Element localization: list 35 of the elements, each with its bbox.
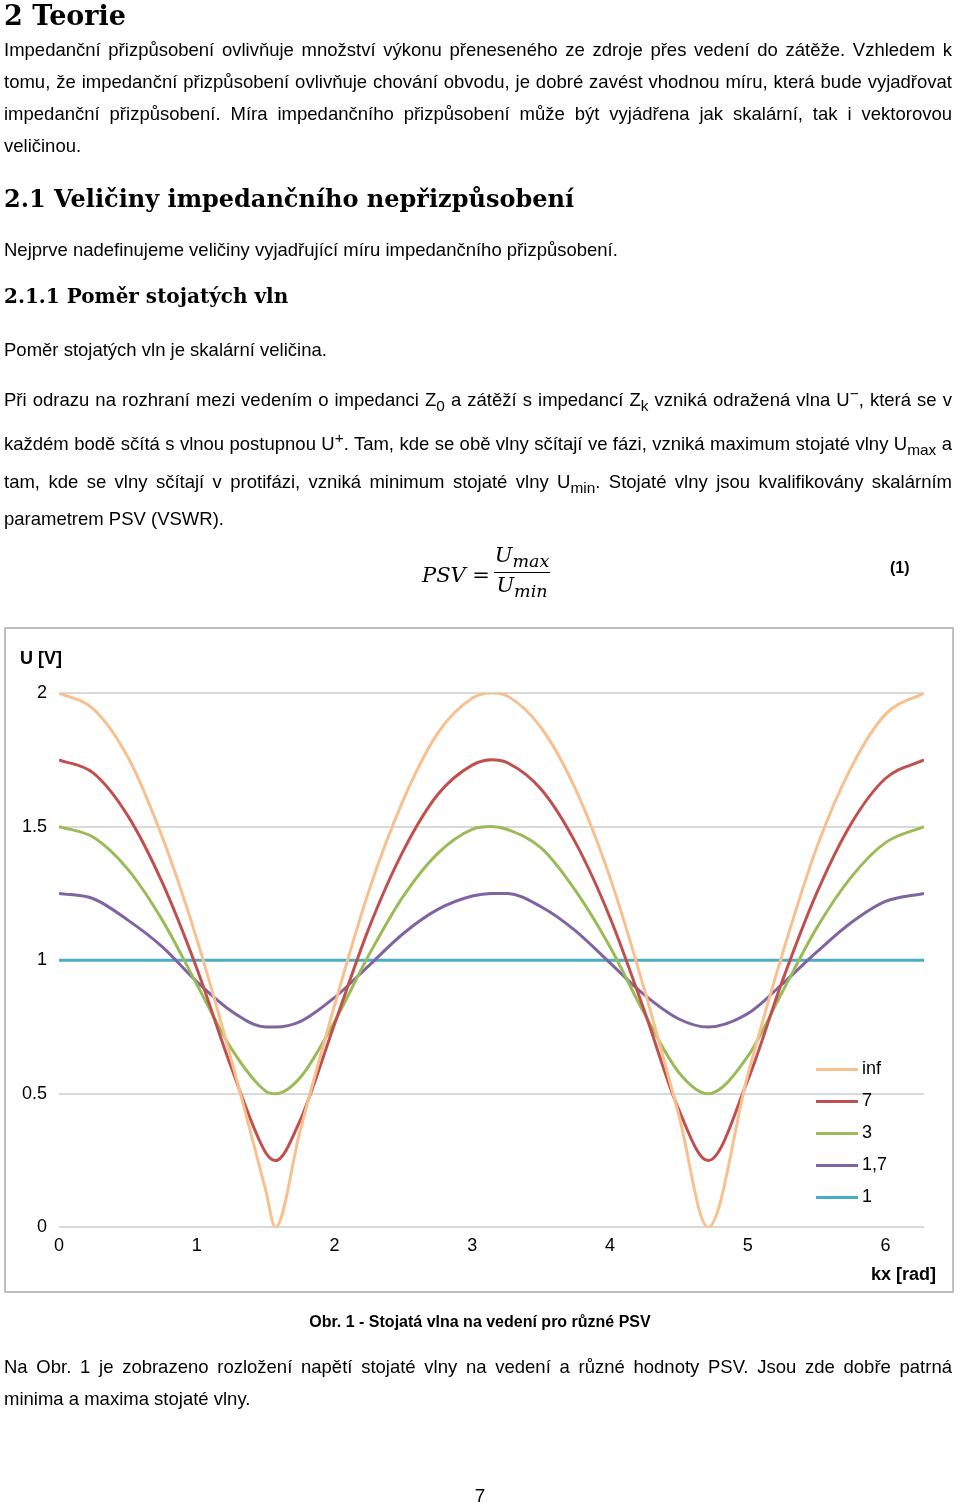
legend-label: 1,7 — [862, 1154, 888, 1175]
text: Impedanční přizpůsobení ovlivňuje množství výkonu přeneseného ze zdroje přes vedení do zátěže. Vzhledem k tomu, že impedanční přizpůsobení ovlivňuje chování obvodu, je dobré zavést vhodnou míru, která bude vyjadřovat impedanční přizpůsobení. Míra impedančního přizpůsobení může být vyjádřena jak skalární, tak i vektorovou veličinou. — [4, 38, 952, 158]
y-axis-title: U [V] — [20, 648, 62, 669]
text: 7 — [473, 1485, 487, 1502]
y-tick-label: 0.5 — [21, 1083, 48, 1104]
line-series — [59, 693, 924, 1228]
x-tick-label: 6 — [880, 1235, 891, 1256]
text: Obr. 1 - Stojatá vlna na vedení pro různé PSV — [308, 1313, 652, 1332]
text: U$_{min}$ — [495, 572, 549, 601]
x-tick-label: 2 — [329, 1235, 340, 1256]
x-tick-label: 0 — [54, 1235, 65, 1256]
x-tick-label: 1 — [191, 1235, 202, 1256]
text: Při odrazu na rozhraní mezi vedením o impedanci Z$_{0}$ a zátěží s impedancí Z$_{k}$ vzniká odražená vlna U$^{−}$, která se v každém bodě sčítá s vlnou postupnou U$^{+}$. Tam, kde se obě vlny sčítají ve fázi, vzniká maximum stojaté vlny U$_{max}$ a tam, kde se vlny sčítají v protifázi, vzniká minimum stojaté vlny U$_{min}$. Stojaté vlny jsou kvalifikovány skalárním parametrem PSV (VSWR). — [4, 385, 952, 530]
line-series — [59, 892, 924, 1029]
text: PSV = — [422, 563, 490, 588]
text: (1) — [890, 559, 910, 578]
text: 2.1.1 Poměr stojatých vln — [4, 284, 290, 310]
y-tick-label: 1 — [37, 949, 48, 970]
legend-label: 1 — [862, 1186, 873, 1207]
x-tick-label: 5 — [742, 1235, 753, 1256]
x-tick-label: 3 — [467, 1235, 478, 1256]
text: Nejprve nadefinujeme veličiny vyjadřující míru impedančního přizpůsobení. — [4, 238, 619, 262]
x-tick-label: 4 — [604, 1235, 615, 1256]
y-tick-label: 0 — [37, 1216, 48, 1237]
legend-label: 7 — [862, 1090, 873, 1111]
text: Poměr stojatých vln je skalární veličina. — [4, 338, 328, 362]
legend-label: 3 — [862, 1122, 873, 1143]
text: 2.1 Veličiny impedančního nepřizpůsobení — [4, 184, 576, 215]
text: Na Obr. 1 je zobrazeno rozložení napětí stojaté vlny na vedení a různé hodnoty PSV. Jsou zde dobře patrná minima a maxima stojaté vlny. — [4, 1355, 952, 1412]
y-tick-label: 2 — [37, 682, 48, 703]
x-axis-title: kx [rad] — [870, 1264, 936, 1285]
y-tick-label: 1.5 — [21, 815, 48, 836]
legend-label: inf — [862, 1058, 883, 1079]
text: U$_{max}$ — [494, 543, 550, 573]
text: 2 Teorie — [4, 0, 128, 32]
